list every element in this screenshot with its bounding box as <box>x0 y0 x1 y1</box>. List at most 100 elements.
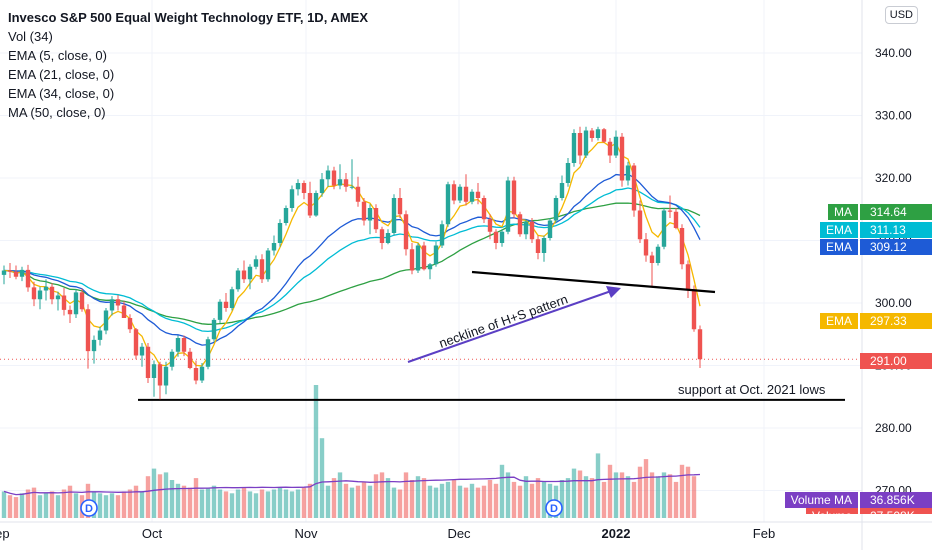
candle <box>13 265 19 280</box>
candle-body <box>67 309 73 315</box>
candle <box>115 294 121 311</box>
volume-bar <box>109 493 115 518</box>
legend-ema34[interactable]: EMA (34, close, 0) <box>8 86 115 101</box>
legend-ema21[interactable]: EMA (21, close, 0) <box>8 67 115 82</box>
candle <box>691 285 697 332</box>
candle <box>499 229 505 247</box>
candle <box>469 189 475 205</box>
price-tag: EMA 297.33 <box>819 313 932 329</box>
candle <box>427 263 433 280</box>
volume-bar <box>247 491 253 518</box>
volume-bar <box>325 485 331 518</box>
candle-body <box>559 183 565 198</box>
candles <box>1 126 703 400</box>
volume-bar <box>391 487 397 518</box>
candle <box>511 176 517 218</box>
candle <box>421 241 427 271</box>
dividend-marker[interactable]: D <box>545 499 563 517</box>
candle-body <box>211 319 217 340</box>
volume-bar <box>661 472 667 518</box>
candle <box>133 328 139 360</box>
candle <box>181 335 187 357</box>
candle <box>169 349 175 371</box>
candle <box>211 318 217 342</box>
legend-ma50[interactable]: MA (50, close, 0) <box>8 105 106 120</box>
volume-bar <box>13 497 19 518</box>
volume-bar <box>55 495 61 518</box>
candle <box>163 361 169 395</box>
candle-body <box>133 329 139 356</box>
candle-body <box>385 233 391 243</box>
candle <box>391 194 397 236</box>
candle-body <box>187 351 193 368</box>
volume-bar <box>451 480 457 518</box>
candle-body <box>181 338 187 352</box>
volume-bar <box>25 489 31 518</box>
volume-bar <box>571 468 577 518</box>
price-tag-value: 297.33 <box>860 313 932 329</box>
volume-bar <box>667 474 673 518</box>
candle-body <box>595 129 601 138</box>
candle-body <box>469 191 475 202</box>
volume-bar <box>259 489 265 518</box>
candle <box>415 243 421 273</box>
candle-body <box>445 184 451 225</box>
volume-bar <box>361 481 367 518</box>
candle-body <box>697 329 703 360</box>
candle <box>565 158 571 187</box>
candle <box>139 343 145 367</box>
volume-bar <box>193 478 199 518</box>
candle-body <box>217 301 223 320</box>
candle <box>145 343 151 383</box>
candle-body <box>343 179 349 187</box>
dividend-letter: D <box>85 503 93 515</box>
candle <box>313 190 319 217</box>
volume-bar <box>493 483 499 518</box>
volume-bar <box>163 472 169 518</box>
volume-bar <box>253 493 259 518</box>
volume-bar <box>523 476 529 518</box>
candle-body <box>535 239 541 253</box>
candle <box>61 288 67 316</box>
candle <box>43 279 49 301</box>
candle-body <box>607 141 613 156</box>
volume-bar <box>283 489 289 518</box>
candle-body <box>523 221 529 235</box>
candle-body <box>637 210 643 240</box>
candle <box>37 286 43 310</box>
candle-body <box>655 246 661 263</box>
candle-body <box>577 133 583 156</box>
candle <box>247 264 253 290</box>
candle <box>619 133 625 187</box>
candle <box>457 184 463 203</box>
volume-bar <box>169 480 175 518</box>
candle <box>439 220 445 248</box>
candle <box>685 260 691 298</box>
candle <box>373 204 379 233</box>
volume-bar <box>679 464 685 518</box>
volume-bar <box>517 485 523 518</box>
volume-bar <box>439 483 445 518</box>
candle <box>589 128 595 142</box>
volume-bar <box>67 485 73 518</box>
candle <box>175 335 181 357</box>
candle <box>241 260 247 283</box>
volume-bar <box>271 489 277 518</box>
candle-body <box>313 193 319 216</box>
volume-bar <box>337 472 343 518</box>
candle-body <box>337 179 343 186</box>
legend-volume[interactable]: Vol (34) <box>8 29 53 44</box>
candle-body <box>661 210 667 247</box>
volume-bar <box>643 459 649 518</box>
legend-ema5[interactable]: EMA (5, close, 0) <box>8 48 107 63</box>
volume-bar <box>265 491 271 518</box>
price-tag: 291.00 <box>860 353 932 369</box>
dividend-marker[interactable]: D <box>80 499 98 517</box>
volume-bar <box>205 487 211 518</box>
candle <box>205 336 211 370</box>
arrow-head <box>606 286 621 298</box>
currency-button[interactable]: USD <box>884 6 918 24</box>
candle <box>697 325 703 368</box>
volume-tag: Volume27.508K <box>805 508 932 514</box>
volume-bar <box>211 485 217 518</box>
